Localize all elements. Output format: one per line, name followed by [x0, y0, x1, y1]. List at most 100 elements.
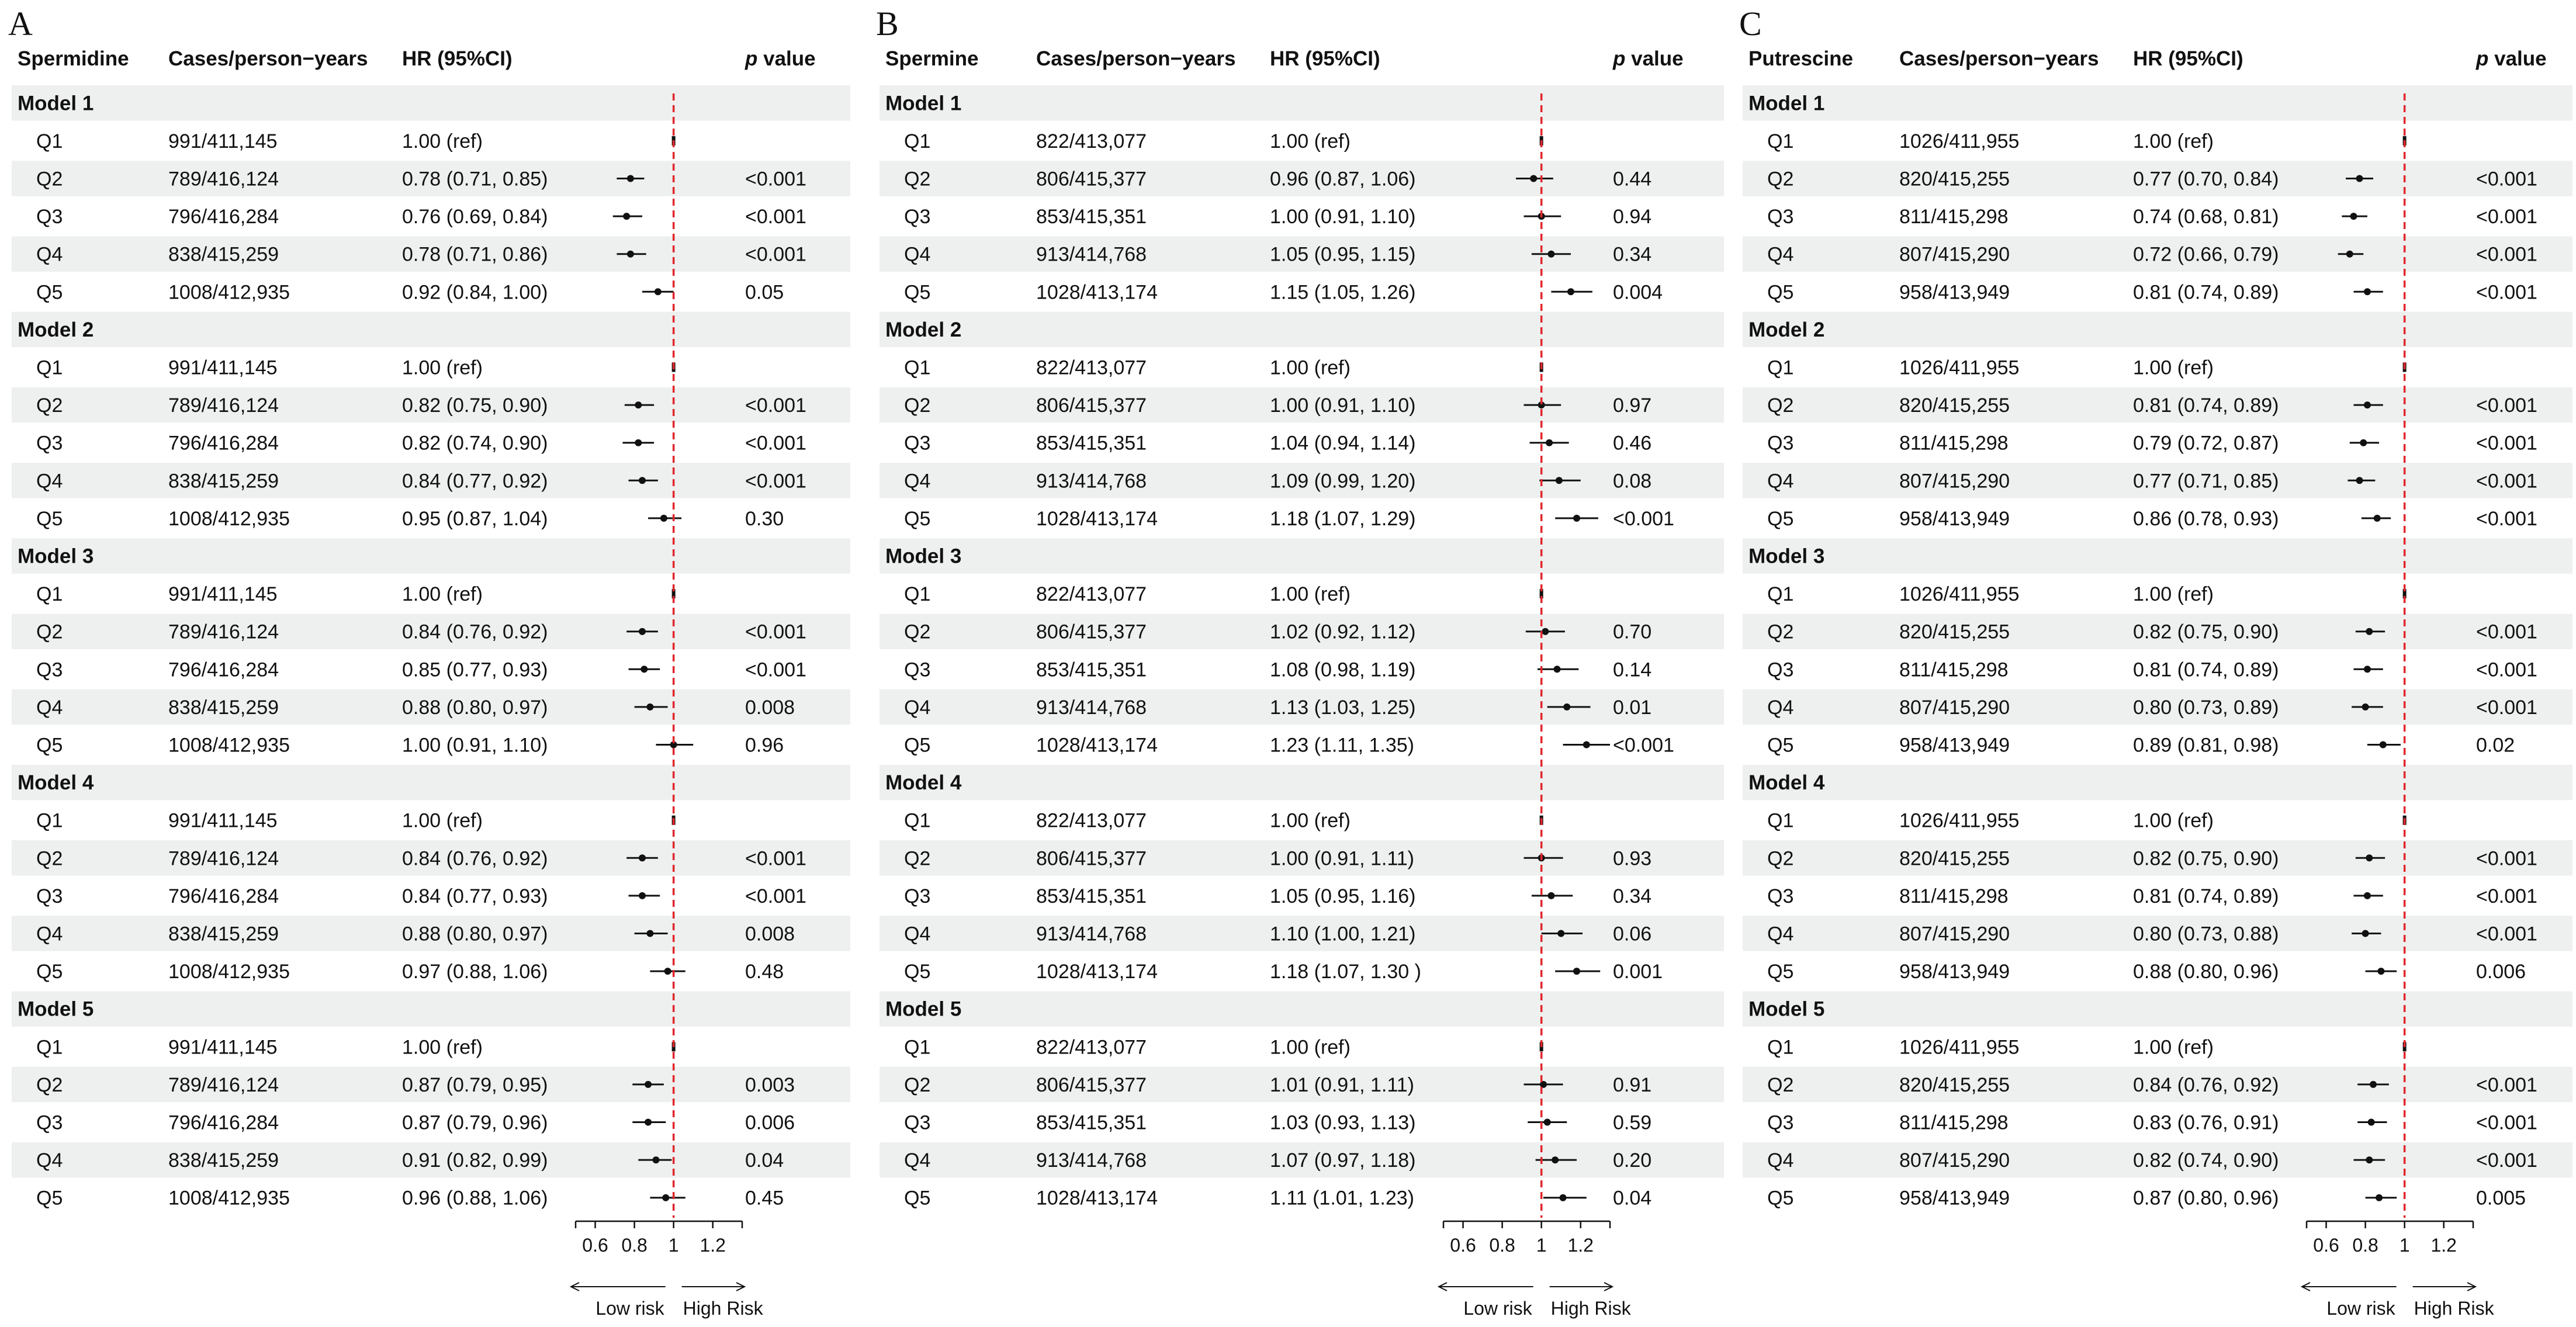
reference-marker — [2402, 589, 2407, 599]
row-stripe — [12, 236, 850, 272]
header-p-italic: p — [2475, 47, 2488, 70]
quintile-label: Q2 — [36, 1074, 63, 1096]
quintile-label: Q4 — [36, 1149, 63, 1172]
point-estimate — [2362, 703, 2369, 711]
quintile-label: Q5 — [904, 281, 930, 303]
quintile-label: Q4 — [1767, 470, 1793, 492]
low-risk-label: Low risk — [1463, 1298, 1532, 1319]
p-value-cell: <0.001 — [2476, 394, 2537, 417]
cases-cell: 1028/413,174 — [1036, 734, 1158, 757]
hr-cell: 1.00 (ref) — [402, 810, 483, 832]
header-p-rest: value — [1625, 47, 1683, 70]
hr-cell: 0.82 (0.75, 0.90) — [2133, 621, 2279, 643]
row-stripe — [1743, 463, 2572, 498]
hr-cell: 0.78 (0.71, 0.85) — [402, 168, 548, 190]
hr-cell: 0.74 (0.68, 0.81) — [2133, 206, 2279, 228]
model-label: Model 1 — [1749, 92, 1824, 115]
quintile-label: Q2 — [904, 168, 930, 190]
x-tick-label: 1.2 — [2430, 1235, 2456, 1256]
p-value-cell: 0.48 — [745, 961, 784, 983]
quintile-label: Q1 — [36, 583, 63, 605]
hr-cell: 1.00 (ref) — [2133, 130, 2214, 153]
quintile-label: Q5 — [904, 1187, 930, 1210]
row-stripe — [1743, 85, 2572, 121]
hr-cell: 0.87 (0.79, 0.95) — [402, 1074, 548, 1096]
row-stripe — [12, 991, 850, 1027]
hr-cell: 1.09 (0.99, 1.20) — [1270, 470, 1416, 492]
x-tick-label: 1 — [2400, 1235, 2410, 1256]
cases-cell: 820/415,255 — [1899, 847, 2010, 869]
p-value-cell: <0.001 — [745, 621, 806, 643]
point-estimate — [2363, 288, 2371, 296]
forest-panel-A — [12, 85, 850, 1291]
reference-marker — [671, 589, 676, 599]
row-stripe — [880, 991, 1724, 1027]
model-label: Model 1 — [885, 92, 961, 115]
quintile-label: Q1 — [904, 130, 930, 153]
p-value-cell: <0.001 — [1613, 734, 1674, 757]
model-label: Model 3 — [1749, 545, 1824, 568]
cases-cell: 1026/411,955 — [1899, 1036, 2019, 1058]
hr-cell: 1.07 (0.97, 1.18) — [1270, 1149, 1416, 1172]
p-value-cell: 0.06 — [1613, 923, 1651, 945]
x-tick-label: 0.6 — [1450, 1235, 1476, 1256]
quintile-label: Q2 — [1767, 847, 1793, 869]
quintile-label: Q5 — [36, 1187, 63, 1210]
hr-cell: 1.00 (ref) — [1270, 357, 1351, 379]
hr-cell: 0.86 (0.78, 0.93) — [2133, 508, 2279, 530]
row-stripe — [1743, 538, 2572, 574]
row-stripe — [12, 916, 850, 951]
p-value-cell: 0.96 — [745, 734, 784, 757]
quintile-label: Q2 — [904, 621, 930, 643]
p-value-cell: <0.001 — [2476, 168, 2537, 190]
hr-cell: 1.00 (ref) — [1270, 583, 1351, 605]
p-value-cell: 0.04 — [745, 1149, 784, 1172]
p-value-cell: 0.59 — [1613, 1112, 1651, 1134]
p-value-cell: 0.008 — [745, 923, 795, 945]
model-label: Model 3 — [885, 545, 961, 568]
p-value-cell: <0.001 — [2476, 508, 2537, 530]
p-value-cell: <0.001 — [745, 885, 806, 907]
header-hr: HR (95%CI) — [402, 47, 513, 70]
row-stripe — [1743, 689, 2572, 725]
row-stripe — [880, 538, 1724, 574]
point-estimate — [2356, 477, 2363, 484]
quintile-label: Q4 — [904, 1149, 930, 1172]
row-stripe — [880, 463, 1724, 498]
cases-cell: 838/415,259 — [168, 1149, 279, 1172]
header-p-value: p value — [2475, 47, 2547, 70]
point-estimate — [639, 477, 646, 484]
header-p-value: p value — [745, 47, 816, 70]
cases-cell: 789/416,124 — [168, 621, 279, 643]
point-estimate — [635, 401, 642, 409]
cases-cell: 991/411,145 — [168, 357, 278, 379]
hr-cell: 1.11 (1.01, 1.23) — [1270, 1187, 1414, 1210]
cases-cell: 822/413,077 — [1036, 1036, 1147, 1058]
quintile-label: Q4 — [904, 244, 930, 266]
row-stripe — [1743, 161, 2572, 196]
p-value-cell: <0.001 — [2476, 206, 2537, 228]
quintile-label: Q3 — [36, 885, 63, 907]
hr-cell: 1.10 (1.00, 1.21) — [1270, 923, 1416, 945]
p-value-cell: <0.001 — [2476, 432, 2537, 455]
point-estimate — [1583, 741, 1590, 749]
model-label: Model 2 — [885, 318, 961, 341]
hr-cell: 0.81 (0.74, 0.89) — [2133, 394, 2279, 417]
high-risk-arrowhead — [1604, 1282, 1614, 1291]
point-estimate — [623, 213, 631, 220]
header-cases: Cases/person−years — [1899, 47, 2099, 70]
quintile-label: Q2 — [904, 394, 930, 417]
quintile-label: Q4 — [36, 697, 63, 719]
hr-cell: 0.84 (0.77, 0.92) — [402, 470, 548, 492]
point-estimate — [1555, 477, 1563, 484]
point-estimate — [2367, 1118, 2375, 1126]
quintile-label: Q2 — [36, 168, 63, 190]
point-estimate — [1552, 1156, 1559, 1164]
point-estimate — [2363, 401, 2371, 409]
point-estimate — [645, 1080, 652, 1088]
point-estimate — [2377, 968, 2385, 975]
hr-cell: 1.08 (0.98, 1.19) — [1270, 659, 1416, 681]
point-estimate — [2356, 175, 2363, 182]
hr-cell: 0.97 (0.88, 1.06) — [402, 961, 548, 983]
point-estimate — [2366, 628, 2373, 635]
